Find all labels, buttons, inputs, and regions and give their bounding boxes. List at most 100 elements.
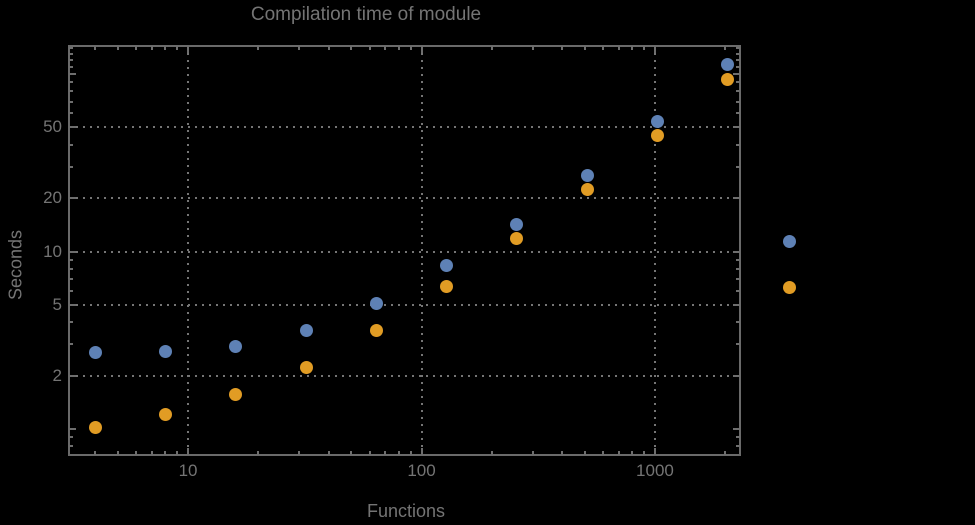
y-tick-label: 10 <box>43 241 62 261</box>
x-minor-tick <box>368 451 371 455</box>
x-minor-tick <box>583 451 586 455</box>
y-minor-tick <box>69 100 73 103</box>
x-tick-label: 1000 <box>636 461 674 480</box>
x-minor-tick <box>409 451 412 455</box>
x-minor-tick <box>150 451 153 455</box>
y-minor-tick <box>736 143 740 146</box>
gridline-x <box>420 46 423 455</box>
data-point-series-orange <box>299 360 313 374</box>
y-minor-tick <box>736 258 740 261</box>
x-major-tick <box>420 46 423 53</box>
x-minor-tick <box>602 46 605 50</box>
x-axis-label: Functions <box>366 501 446 521</box>
x-minor-tick <box>724 451 727 455</box>
y-minor-tick <box>736 81 740 84</box>
gridline-y <box>69 197 740 200</box>
x-minor-tick <box>490 46 493 50</box>
y-minor-tick <box>736 100 740 103</box>
x-minor-tick <box>150 46 153 50</box>
x-tick-label: 10 <box>178 461 198 480</box>
x-minor-tick <box>384 46 387 50</box>
y-minor-tick <box>69 278 73 280</box>
data-point-series-blue <box>229 340 243 354</box>
y-major-tick <box>733 303 740 306</box>
data-point-series-orange <box>440 280 454 294</box>
gridline-y <box>69 374 740 377</box>
data-point-series-orange <box>650 128 664 142</box>
y-minor-tick <box>736 289 740 292</box>
y-major-tick <box>733 250 740 253</box>
data-point-series-blue <box>440 259 454 273</box>
y-minor-tick <box>69 47 73 50</box>
y-minor-tick <box>69 321 73 324</box>
x-major-tick <box>187 448 190 455</box>
x-major-tick <box>653 46 656 53</box>
y-minor-tick <box>736 47 740 50</box>
data-point-series-orange <box>580 183 594 197</box>
y-minor-tick <box>736 52 740 55</box>
x-minor-tick <box>176 46 179 50</box>
y-minor-tick <box>69 90 73 93</box>
y-major-tick <box>69 250 76 253</box>
x-minor-tick <box>350 451 353 455</box>
y-major-tick <box>733 374 740 377</box>
x-minor-tick <box>409 46 412 50</box>
x-minor-tick <box>164 46 167 50</box>
x-minor-tick <box>384 451 387 455</box>
x-major-tick <box>653 448 656 455</box>
y-minor-tick <box>736 267 740 270</box>
x-minor-tick <box>135 451 138 455</box>
gridline-x <box>653 46 656 455</box>
y-major-tick <box>69 303 76 306</box>
y-minor-tick <box>736 112 740 115</box>
y-tick-label: 5 <box>52 294 62 314</box>
data-point-series-blue <box>650 114 664 128</box>
y-minor-tick <box>69 343 73 346</box>
legend-marker-orange <box>782 280 796 294</box>
gridline-y <box>69 303 740 306</box>
data-point-series-blue <box>510 217 524 231</box>
data-point-series-orange <box>158 407 172 421</box>
y-tick-label: 2 <box>52 365 62 385</box>
legend-marker-blue <box>782 234 796 248</box>
gridline-y <box>69 126 740 129</box>
y-minor-tick <box>736 445 740 448</box>
y-minor-tick <box>69 436 73 439</box>
y-minor-tick <box>736 58 740 61</box>
data-point-series-blue <box>299 324 313 338</box>
x-minor-tick <box>116 46 119 50</box>
x-minor-tick <box>94 451 97 455</box>
x-major-tick <box>187 46 190 53</box>
y-axis-label-text: Seconds <box>5 229 26 301</box>
y-minor-tick <box>69 65 73 68</box>
x-minor-tick <box>643 46 646 50</box>
y-minor-tick <box>69 52 73 55</box>
y-minor-tick <box>736 278 740 280</box>
data-point-series-blue <box>158 345 172 359</box>
y-minor-tick <box>736 165 740 168</box>
y-tick-label: 50 <box>43 117 62 137</box>
y-major-tick <box>733 126 740 129</box>
x-minor-tick <box>164 451 167 455</box>
y-major-tick <box>69 197 76 200</box>
x-minor-tick <box>643 451 646 455</box>
x-tick-label: 100 <box>407 461 436 480</box>
data-point-series-blue <box>721 58 735 72</box>
data-point-series-orange <box>721 73 735 87</box>
x-minor-tick <box>561 46 564 50</box>
x-major-tick <box>420 448 423 455</box>
plot-frame <box>68 45 741 456</box>
y-major-tick <box>733 428 740 431</box>
x-minor-tick <box>397 46 400 50</box>
y-minor-tick <box>69 112 73 115</box>
x-minor-tick <box>257 46 260 50</box>
y-minor-tick <box>736 436 740 439</box>
y-major-tick <box>69 374 76 377</box>
data-point-series-blue <box>580 169 594 183</box>
y-minor-tick <box>736 65 740 68</box>
y-major-tick <box>733 197 740 200</box>
plot-title: Compilation time of module <box>250 4 482 25</box>
x-minor-tick <box>631 46 634 50</box>
x-minor-tick <box>327 451 330 455</box>
